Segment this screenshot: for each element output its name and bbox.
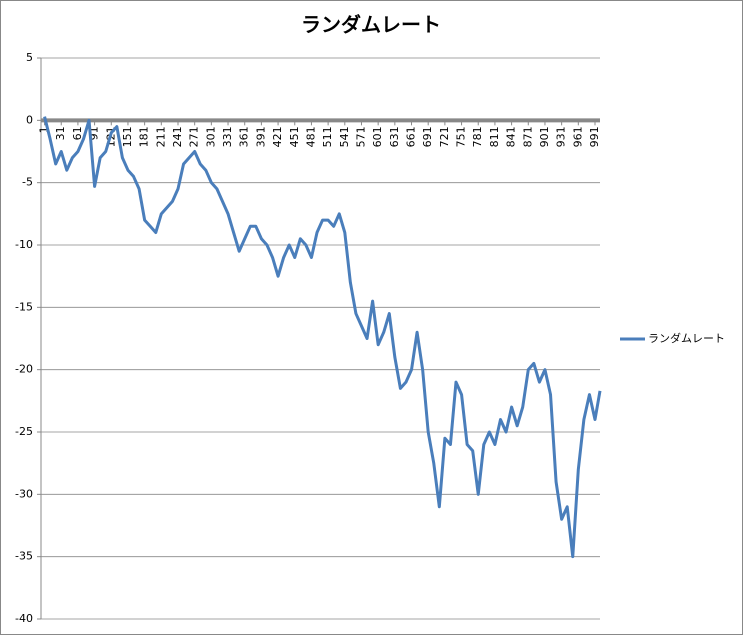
x-tick-label: 541: [338, 126, 351, 147]
x-tick-label: 181: [138, 126, 151, 147]
x-tick-label: 661: [405, 126, 418, 147]
y-tick-label: -40: [15, 612, 33, 625]
x-tick-label: 601: [371, 126, 384, 147]
x-tick-label: 451: [288, 126, 301, 147]
x-tick-label: 61: [71, 126, 84, 140]
x-tick-label: 361: [238, 126, 251, 147]
x-tick-label: 691: [421, 126, 434, 147]
x-tick-label: 781: [471, 126, 484, 147]
x-tick-label: 931: [555, 126, 568, 147]
y-tick-label: -5: [22, 176, 33, 189]
y-tick-label: -15: [15, 300, 33, 313]
x-tick-label: 871: [521, 126, 534, 147]
x-tick-label: 421: [271, 126, 284, 147]
x-tick-label: 1: [38, 126, 51, 133]
x-tick-label: 151: [121, 126, 134, 147]
x-tick-label: 751: [455, 126, 468, 147]
x-tick-label: 961: [571, 126, 584, 147]
chart-title: ランダムレート: [301, 13, 441, 37]
x-tick-label: 721: [438, 126, 451, 147]
x-tick-label: 481: [304, 126, 317, 147]
y-tick-label: -30: [15, 487, 33, 500]
y-tick-label: -25: [15, 425, 33, 438]
x-tick-label: 301: [204, 126, 217, 147]
y-tick-label: -35: [15, 550, 33, 563]
y-tick-label: -10: [15, 238, 33, 251]
x-tick-label: 31: [54, 126, 67, 140]
x-tick-label: 391: [254, 126, 267, 147]
y-tick-label: -20: [15, 363, 33, 376]
x-tick-label: 631: [388, 126, 401, 147]
x-tick-label: 241: [171, 126, 184, 147]
x-tick-label: 991: [588, 126, 601, 147]
x-tick-label: 511: [321, 126, 334, 147]
x-tick-label: 901: [538, 126, 551, 147]
x-tick-label: 571: [354, 126, 367, 147]
x-tick-label: 331: [221, 126, 234, 147]
legend-label: ランダムレート: [648, 331, 725, 345]
data-line: [43, 116, 602, 559]
y-tick-label: 5: [26, 51, 33, 64]
x-tick-label: 811: [488, 126, 501, 147]
x-tick-label: 841: [505, 126, 518, 147]
x-tick-label: 211: [154, 126, 167, 147]
x-tick-label: 271: [188, 126, 201, 147]
y-tick-label: 0: [26, 113, 33, 126]
